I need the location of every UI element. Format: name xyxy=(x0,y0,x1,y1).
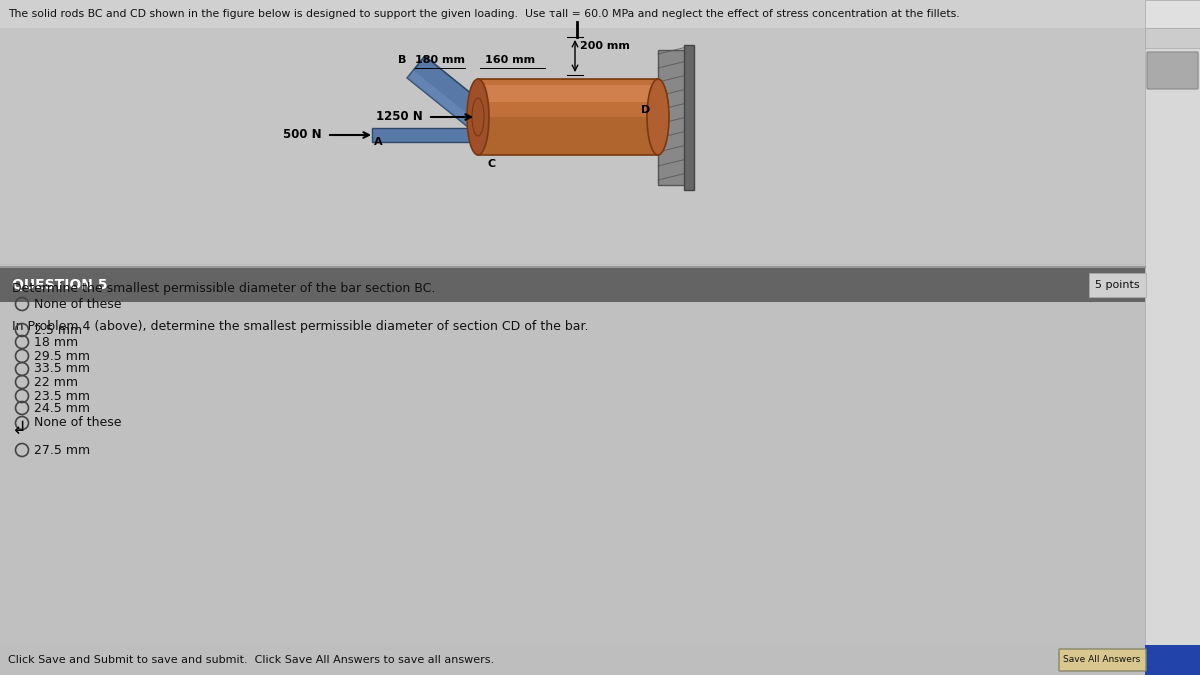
Text: 1250 N: 1250 N xyxy=(377,111,424,124)
Polygon shape xyxy=(407,70,475,128)
Text: 200 mm: 200 mm xyxy=(580,41,630,51)
Text: 2.5 mm: 2.5 mm xyxy=(34,323,82,337)
Text: 33.5 mm: 33.5 mm xyxy=(34,362,90,375)
Text: D: D xyxy=(641,105,650,115)
Text: ↲: ↲ xyxy=(12,420,28,438)
FancyBboxPatch shape xyxy=(1147,52,1198,89)
Text: 500 N: 500 N xyxy=(283,128,322,142)
Bar xyxy=(478,84,658,102)
Bar xyxy=(478,79,658,155)
Bar xyxy=(1145,28,1200,645)
Text: 27.5 mm: 27.5 mm xyxy=(34,443,90,456)
FancyBboxPatch shape xyxy=(1060,649,1146,671)
Ellipse shape xyxy=(467,79,490,155)
Text: None of these: None of these xyxy=(34,416,121,429)
Bar xyxy=(0,267,1145,302)
FancyBboxPatch shape xyxy=(1090,273,1146,297)
Bar xyxy=(658,50,691,185)
Text: 29.5 mm: 29.5 mm xyxy=(34,350,90,362)
Text: The solid rods BC and CD shown in the figure below is designed to support the gi: The solid rods BC and CD shown in the fi… xyxy=(8,9,960,19)
Text: In Problem 4 (above), determine the smallest permissible diameter of section CD : In Problem 4 (above), determine the smal… xyxy=(12,320,588,333)
Text: A: A xyxy=(374,137,383,147)
Text: 22 mm: 22 mm xyxy=(34,375,78,389)
Text: 18 mm: 18 mm xyxy=(34,335,78,348)
Text: 24.5 mm: 24.5 mm xyxy=(34,402,90,414)
Bar xyxy=(0,645,1145,675)
Bar xyxy=(0,0,1145,28)
Bar xyxy=(372,128,478,142)
Bar xyxy=(478,117,658,155)
Text: Determine the smallest permissible diameter of the bar section BC.: Determine the smallest permissible diame… xyxy=(12,282,436,295)
Bar xyxy=(478,79,658,155)
Text: Save All Answers: Save All Answers xyxy=(1063,655,1141,664)
Polygon shape xyxy=(407,56,487,128)
Text: 160 mm: 160 mm xyxy=(485,55,535,65)
Bar xyxy=(0,267,1145,645)
Text: C: C xyxy=(488,159,496,169)
Text: 5 points: 5 points xyxy=(1094,280,1139,290)
Text: 23.5 mm: 23.5 mm xyxy=(34,389,90,402)
Bar xyxy=(1145,0,1200,28)
Bar xyxy=(684,45,694,190)
Text: Click Save and Submit to save and submit.  Click Save All Answers to save all an: Click Save and Submit to save and submit… xyxy=(8,655,494,665)
Ellipse shape xyxy=(647,79,670,155)
Text: QUESTION 5: QUESTION 5 xyxy=(12,278,108,292)
Bar xyxy=(1145,645,1200,675)
Text: 180 mm: 180 mm xyxy=(415,55,466,65)
Text: None of these: None of these xyxy=(34,298,121,310)
Text: B: B xyxy=(398,55,406,65)
Bar xyxy=(1145,28,1200,48)
